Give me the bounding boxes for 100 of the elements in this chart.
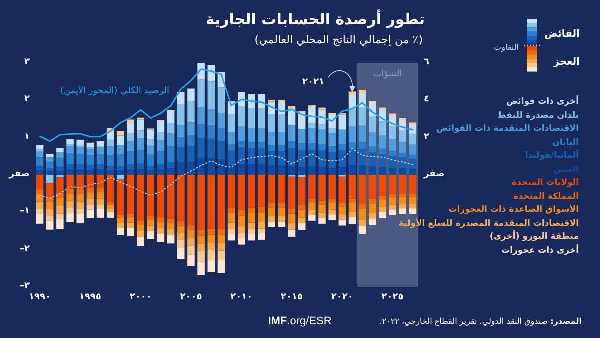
bar — [167, 168, 175, 175]
bar — [208, 234, 216, 243]
bar — [188, 225, 195, 231]
bar — [117, 136, 124, 146]
bar — [167, 224, 175, 230]
bar — [56, 152, 64, 158]
text: العجز — [554, 57, 580, 68]
series-label: الرصيد الكلي (المحور الأيمن) — [60, 86, 170, 96]
bar — [76, 209, 84, 214]
x-tick-label: ٢٠٠٥ — [180, 292, 202, 302]
bar — [298, 129, 306, 144]
bar — [399, 157, 407, 168]
bar — [208, 260, 216, 272]
bar — [76, 164, 84, 170]
bar — [137, 130, 144, 139]
bar — [147, 220, 155, 226]
bar — [198, 138, 205, 158]
bar — [117, 175, 124, 180]
y2-tick-label: ٤ — [424, 94, 430, 105]
bar — [308, 123, 316, 128]
bar — [157, 170, 165, 175]
bar — [157, 222, 165, 228]
bar — [278, 175, 286, 204]
bar — [86, 175, 94, 188]
bar — [218, 250, 226, 260]
bar — [56, 219, 64, 230]
bar — [228, 114, 236, 132]
bar — [399, 194, 407, 198]
bar — [308, 150, 316, 167]
bar — [106, 208, 114, 212]
bar — [389, 139, 396, 152]
y-tick-label: ٢– — [20, 244, 30, 254]
y-tick-label: ٣– — [20, 282, 30, 292]
bar — [178, 125, 185, 138]
bar — [208, 250, 216, 260]
bar — [208, 126, 216, 139]
bar — [218, 160, 226, 175]
bar — [117, 179, 124, 215]
bar — [308, 210, 316, 215]
bar — [228, 165, 236, 175]
bar — [228, 213, 236, 223]
bar — [238, 238, 246, 245]
bar — [338, 220, 346, 226]
bar — [127, 151, 134, 165]
bar — [358, 226, 366, 234]
bar — [208, 175, 216, 229]
bar — [117, 223, 124, 228]
bar — [76, 170, 84, 175]
bar — [86, 188, 94, 193]
bar — [268, 132, 276, 146]
bar — [46, 162, 54, 168]
bar — [348, 203, 356, 212]
bar — [328, 214, 336, 221]
band-label: التنبؤات — [373, 70, 402, 80]
x-tick-label: ٢٠١٠ — [230, 292, 253, 302]
bar — [288, 166, 296, 175]
y2-tick-label: صفر — [424, 170, 445, 180]
bar — [198, 124, 205, 138]
bar — [389, 205, 396, 210]
bar — [46, 216, 54, 221]
bar — [379, 200, 386, 208]
bar — [338, 144, 346, 151]
bar — [36, 151, 44, 158]
bar — [137, 120, 144, 131]
bar — [278, 166, 286, 175]
bar — [178, 240, 185, 248]
text: الفائض — [544, 29, 580, 40]
bar — [228, 222, 236, 230]
bar — [238, 226, 246, 234]
bar — [318, 130, 326, 144]
bar — [409, 154, 417, 159]
bar — [137, 164, 144, 170]
bar — [147, 175, 155, 216]
bar — [288, 148, 296, 166]
bar — [86, 156, 94, 166]
bar — [238, 210, 246, 216]
bar — [358, 204, 366, 209]
bar — [106, 170, 114, 175]
bar — [218, 175, 226, 230]
bar — [278, 216, 286, 222]
bar — [178, 138, 185, 148]
bar — [389, 114, 396, 116]
bar — [218, 113, 226, 129]
bar — [56, 170, 64, 175]
bar — [147, 231, 155, 240]
bar — [147, 216, 155, 220]
bar — [338, 214, 346, 220]
bar — [288, 141, 296, 148]
bar — [228, 132, 236, 145]
bar — [86, 170, 94, 175]
bar — [399, 197, 407, 204]
bar — [409, 134, 417, 145]
bar — [76, 154, 84, 165]
bar — [86, 198, 94, 206]
bar — [278, 151, 286, 166]
text: المملكة المتحدة — [514, 191, 579, 202]
bar — [106, 146, 114, 156]
bar — [106, 204, 114, 209]
bar — [248, 148, 256, 165]
bar — [328, 146, 336, 153]
